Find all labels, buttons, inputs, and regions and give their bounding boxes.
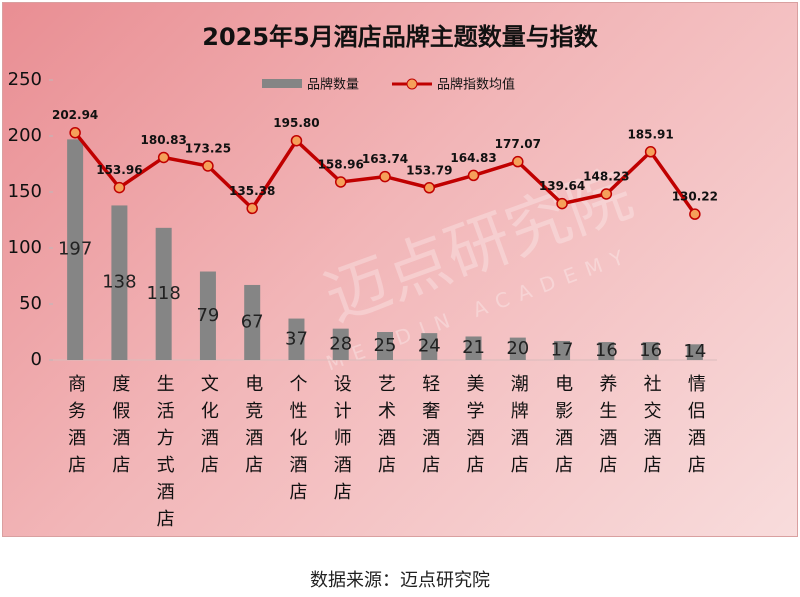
x-tick-label: 养生酒店	[596, 374, 617, 482]
line-value-label: 164.83	[450, 151, 496, 165]
line-marker	[512, 155, 524, 168]
x-tick-label: 情侣酒店	[685, 374, 706, 482]
bar	[377, 332, 393, 360]
x-tick-label: 度假酒店	[109, 374, 130, 482]
line-value-label: 153.96	[96, 163, 142, 177]
line-marker	[423, 182, 436, 194]
line-marker	[644, 146, 657, 158]
x-tick-label: 潮牌酒店	[508, 374, 529, 482]
y-tick-label: 50	[19, 293, 42, 314]
line-marker	[113, 181, 126, 194]
x-tick-label: 设计师酒店	[331, 374, 352, 509]
line-value-label: 139.64	[539, 179, 585, 193]
bar	[554, 340, 571, 360]
bar-value-label: 28	[329, 333, 352, 354]
bar-value-label: 14	[683, 341, 706, 362]
line-marker	[246, 202, 258, 215]
bar-value-label: 67	[241, 311, 264, 332]
line-marker	[689, 208, 701, 220]
x-tick-label: 个性化酒店	[286, 374, 307, 509]
x-tick-label: 艺术酒店	[375, 374, 396, 482]
bar	[598, 342, 615, 360]
y-tick-label: 200	[8, 125, 42, 146]
line-value-label: 195.80	[273, 116, 319, 130]
y-tick-label: 100	[8, 237, 42, 258]
line-value-label: 185.91	[627, 127, 673, 141]
chart-frame	[2, 2, 798, 537]
x-tick-label: 社交酒店	[641, 374, 662, 482]
bar	[67, 139, 84, 360]
x-tick-label: 轻奢酒店	[419, 374, 440, 482]
bar-value-label: 37	[285, 328, 308, 349]
line-value-label: 153.79	[406, 163, 452, 177]
line-value-label: 158.96	[318, 157, 364, 171]
line-value-label: 148.23	[583, 169, 629, 183]
y-tick-label: 250	[8, 69, 42, 90]
line-marker	[600, 188, 613, 200]
line-marker	[334, 176, 347, 188]
bar-value-label: 138	[102, 272, 136, 293]
line-marker	[379, 170, 391, 183]
bar	[509, 337, 526, 360]
bar	[111, 205, 128, 360]
x-tick-label: 生活方式酒店	[154, 374, 175, 536]
line-marker	[157, 151, 170, 164]
legend-swatch	[262, 79, 302, 88]
line-value-label: 173.25	[185, 141, 231, 155]
bar-value-label: 25	[374, 335, 397, 356]
legend-swatch	[406, 78, 418, 90]
line-value-label: 130.22	[672, 190, 718, 204]
bar	[155, 227, 172, 360]
bar	[332, 328, 349, 360]
bar	[686, 344, 703, 360]
x-tick-label: 美学酒店	[464, 374, 485, 482]
x-tick-label: 电竞酒店	[242, 374, 263, 482]
line-value-label: 135.38	[229, 184, 275, 198]
line-marker	[202, 160, 214, 172]
source-note: 数据来源：迈点研究院	[310, 570, 490, 591]
line-value-label: 180.83	[141, 133, 187, 147]
line-value-label: 202.94	[52, 108, 98, 122]
bar-value-label: 16	[639, 340, 662, 361]
bar	[465, 336, 482, 360]
line-value-label: 177.07	[495, 137, 541, 151]
legend-label: 品牌数量	[307, 77, 359, 93]
y-tick-label: 0	[31, 349, 42, 370]
line-marker	[290, 134, 303, 147]
line-marker	[467, 169, 480, 182]
bar	[421, 333, 438, 360]
bar-value-label: 20	[506, 338, 529, 359]
x-tick-label: 商务酒店	[65, 374, 86, 482]
legend-label: 品牌指数均值	[437, 77, 515, 93]
y-tick-label: 150	[8, 181, 42, 202]
x-tick-label: 电影酒店	[552, 374, 573, 482]
line-marker	[556, 197, 568, 210]
line-marker	[69, 126, 81, 139]
x-tick-label: 文化酒店	[198, 374, 219, 482]
bar	[244, 284, 261, 360]
bar-value-label: 118	[146, 283, 180, 304]
bar-value-label: 16	[595, 340, 618, 361]
bar-value-label: 197	[58, 239, 92, 260]
line-value-label: 163.74	[362, 152, 408, 166]
bar-value-label: 17	[551, 339, 574, 360]
bar-value-label: 24	[418, 336, 441, 357]
chart-title: 2025年5月酒店品牌主题数量与指数	[202, 23, 598, 51]
bar	[642, 342, 659, 360]
bar	[288, 318, 305, 360]
bar	[199, 271, 216, 360]
bar-value-label: 79	[196, 305, 219, 326]
bar-value-label: 21	[462, 337, 485, 358]
